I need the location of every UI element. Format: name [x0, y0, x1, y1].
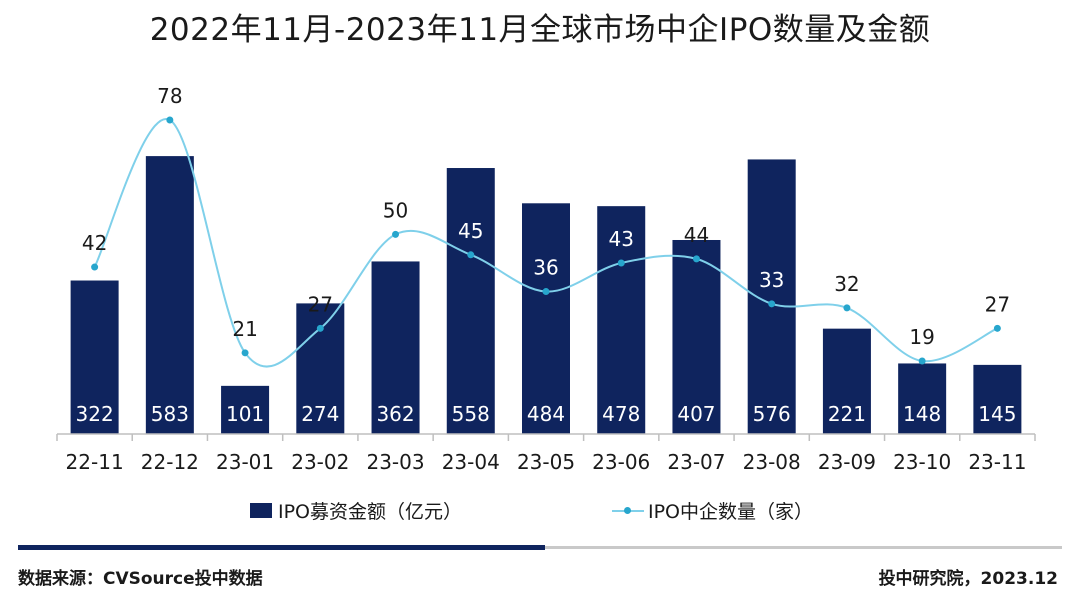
- amount-bar-label: 583: [151, 402, 189, 426]
- count-point: [617, 259, 625, 267]
- legend-line-swatch: [612, 503, 644, 518]
- count-point: [316, 324, 324, 332]
- amount-bar: [446, 168, 495, 434]
- amount-bar: [822, 328, 871, 434]
- x-category-label: 23-08: [743, 450, 801, 474]
- footer-rule-light: [545, 546, 1062, 549]
- amount-bar: [672, 239, 721, 434]
- amount-bar: [70, 280, 119, 434]
- legend-bar-swatch: [250, 503, 272, 518]
- count-point: [768, 300, 776, 308]
- count-series-line: [93, 118, 998, 368]
- source-note: 数据来源：CVSource投中数据: [18, 569, 263, 589]
- amount-bar-label: 407: [677, 402, 715, 426]
- amount-bar-label: 101: [226, 402, 264, 426]
- x-category-label: 23-01: [216, 450, 274, 474]
- count-point-label: 36: [533, 256, 558, 280]
- count-point-label: 21: [232, 317, 257, 341]
- amount-bar-label: 322: [76, 402, 114, 426]
- count-point: [166, 116, 174, 124]
- count-point: [542, 288, 550, 296]
- count-point: [918, 357, 926, 365]
- chart-title: 2022年11月-2023年11月全球市场中企IPO数量及金额: [149, 12, 931, 48]
- count-point-label: 27: [308, 292, 333, 316]
- amount-bar: [973, 364, 1022, 434]
- amount-bar-label: 576: [753, 402, 791, 426]
- amount-bar-label: 145: [978, 402, 1016, 426]
- count-point: [993, 324, 1001, 332]
- count-point-label: 42: [82, 231, 107, 255]
- amount-bar: [597, 206, 646, 434]
- count-point: [843, 304, 851, 312]
- amount-bar: [371, 261, 420, 434]
- legend-amount-label: IPO募资金额（亿元）: [278, 501, 463, 523]
- count-point-label: 19: [909, 325, 934, 349]
- legend-count-label: IPO中企数量（家）: [648, 501, 814, 523]
- count-point: [467, 251, 475, 259]
- amount-bar-label: 362: [376, 402, 414, 426]
- count-point: [392, 230, 400, 238]
- count-point: [692, 255, 700, 263]
- count-point-label: 50: [383, 198, 408, 222]
- amount-bar-label: 274: [301, 402, 339, 426]
- x-category-label: 23-04: [442, 450, 500, 474]
- x-category-label: 23-02: [291, 450, 349, 474]
- count-point-label: 27: [985, 292, 1010, 316]
- amount-bar-label: 484: [527, 402, 565, 426]
- x-category-label: 23-06: [592, 450, 650, 474]
- amount-bar: [898, 363, 947, 434]
- count-point: [241, 349, 249, 357]
- legend-item-count: IPO中企数量（家）: [612, 497, 813, 524]
- count-point-label: 45: [458, 219, 483, 243]
- amount-bar-label: 478: [602, 402, 640, 426]
- x-category-label: 23-03: [366, 450, 424, 474]
- count-point: [91, 263, 99, 271]
- amount-bar-label: 558: [452, 402, 490, 426]
- x-category-label: 23-05: [517, 450, 575, 474]
- x-category-label: 23-07: [667, 450, 725, 474]
- count-point-label: 43: [609, 227, 634, 251]
- count-point-label: 44: [684, 223, 709, 247]
- x-category-label: 23-09: [818, 450, 876, 474]
- footer-rule-dark: [18, 545, 545, 550]
- amount-bar-label: 148: [903, 402, 941, 426]
- count-point-label: 78: [157, 84, 182, 108]
- amount-bar: [522, 203, 570, 434]
- x-category-label: 23-10: [893, 450, 951, 474]
- legend-item-amount: IPO募资金额（亿元）: [250, 497, 462, 524]
- x-category-label: 22-12: [141, 450, 199, 474]
- amount-bar: [145, 156, 194, 434]
- count-point-label: 33: [759, 268, 784, 292]
- credit-note: 投中研究院，2023.12: [878, 569, 1058, 589]
- amount-bar-label: 221: [828, 402, 866, 426]
- x-category-label: 22-11: [66, 450, 124, 474]
- amount-bar: [221, 385, 270, 434]
- count-point-label: 32: [834, 272, 859, 296]
- x-category-label: 23-11: [968, 450, 1026, 474]
